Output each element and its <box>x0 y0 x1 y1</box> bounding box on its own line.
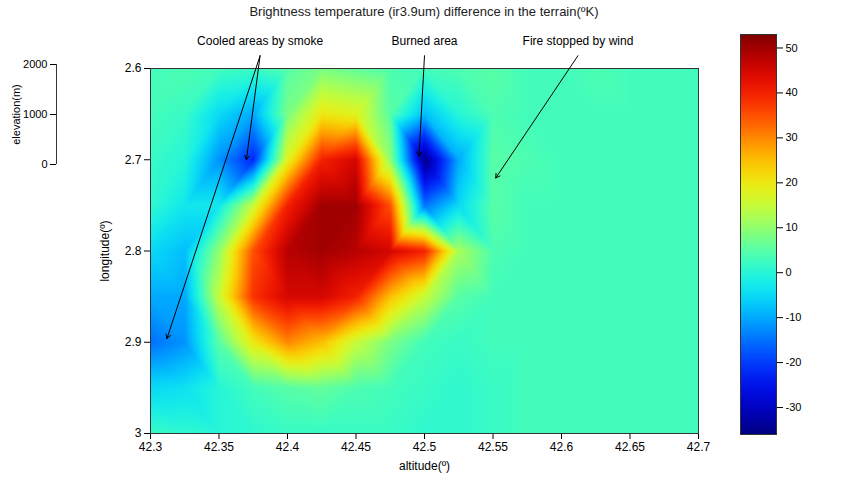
svg-text:-10: -10 <box>786 311 802 323</box>
svg-text:42.35: 42.35 <box>204 440 234 454</box>
svg-text:2.7: 2.7 <box>125 153 142 167</box>
svg-text:42.5: 42.5 <box>413 440 437 454</box>
svg-text:42.3: 42.3 <box>139 440 163 454</box>
svg-text:altitude(º): altitude(º) <box>399 459 450 473</box>
svg-text:1000: 1000 <box>23 108 47 120</box>
svg-text:longitude(º): longitude(º) <box>98 220 112 281</box>
svg-text:2000: 2000 <box>23 58 47 70</box>
svg-text:-30: -30 <box>786 401 802 413</box>
svg-text:2.9: 2.9 <box>125 335 142 349</box>
svg-text:10: 10 <box>786 221 798 233</box>
svg-text:42.45: 42.45 <box>341 440 371 454</box>
svg-text:elevation(m): elevation(m) <box>10 84 22 145</box>
svg-text:3: 3 <box>135 426 142 440</box>
svg-text:-20: -20 <box>786 356 802 368</box>
svg-text:Fire stopped by wind: Fire stopped by wind <box>523 34 634 48</box>
svg-text:Burned area: Burned area <box>391 34 457 48</box>
svg-text:42.7: 42.7 <box>687 440 711 454</box>
svg-text:50: 50 <box>786 42 798 54</box>
svg-text:0: 0 <box>41 158 47 170</box>
svg-text:42.65: 42.65 <box>615 440 645 454</box>
svg-text:42.4: 42.4 <box>276 440 300 454</box>
svg-text:30: 30 <box>786 131 798 143</box>
svg-text:0: 0 <box>786 266 792 278</box>
svg-text:42.6: 42.6 <box>550 440 574 454</box>
svg-text:20: 20 <box>786 176 798 188</box>
svg-text:2.8: 2.8 <box>125 244 142 258</box>
svg-text:42.55: 42.55 <box>478 440 508 454</box>
svg-text:Cooled areas by smoke: Cooled areas by smoke <box>197 34 323 48</box>
html-text:Brightness temperature (ir3.9u: Brightness temperature (ir3.9um) differe… <box>249 4 599 19</box>
svg-text:40: 40 <box>786 86 798 98</box>
svg-text:2.6: 2.6 <box>125 61 142 75</box>
